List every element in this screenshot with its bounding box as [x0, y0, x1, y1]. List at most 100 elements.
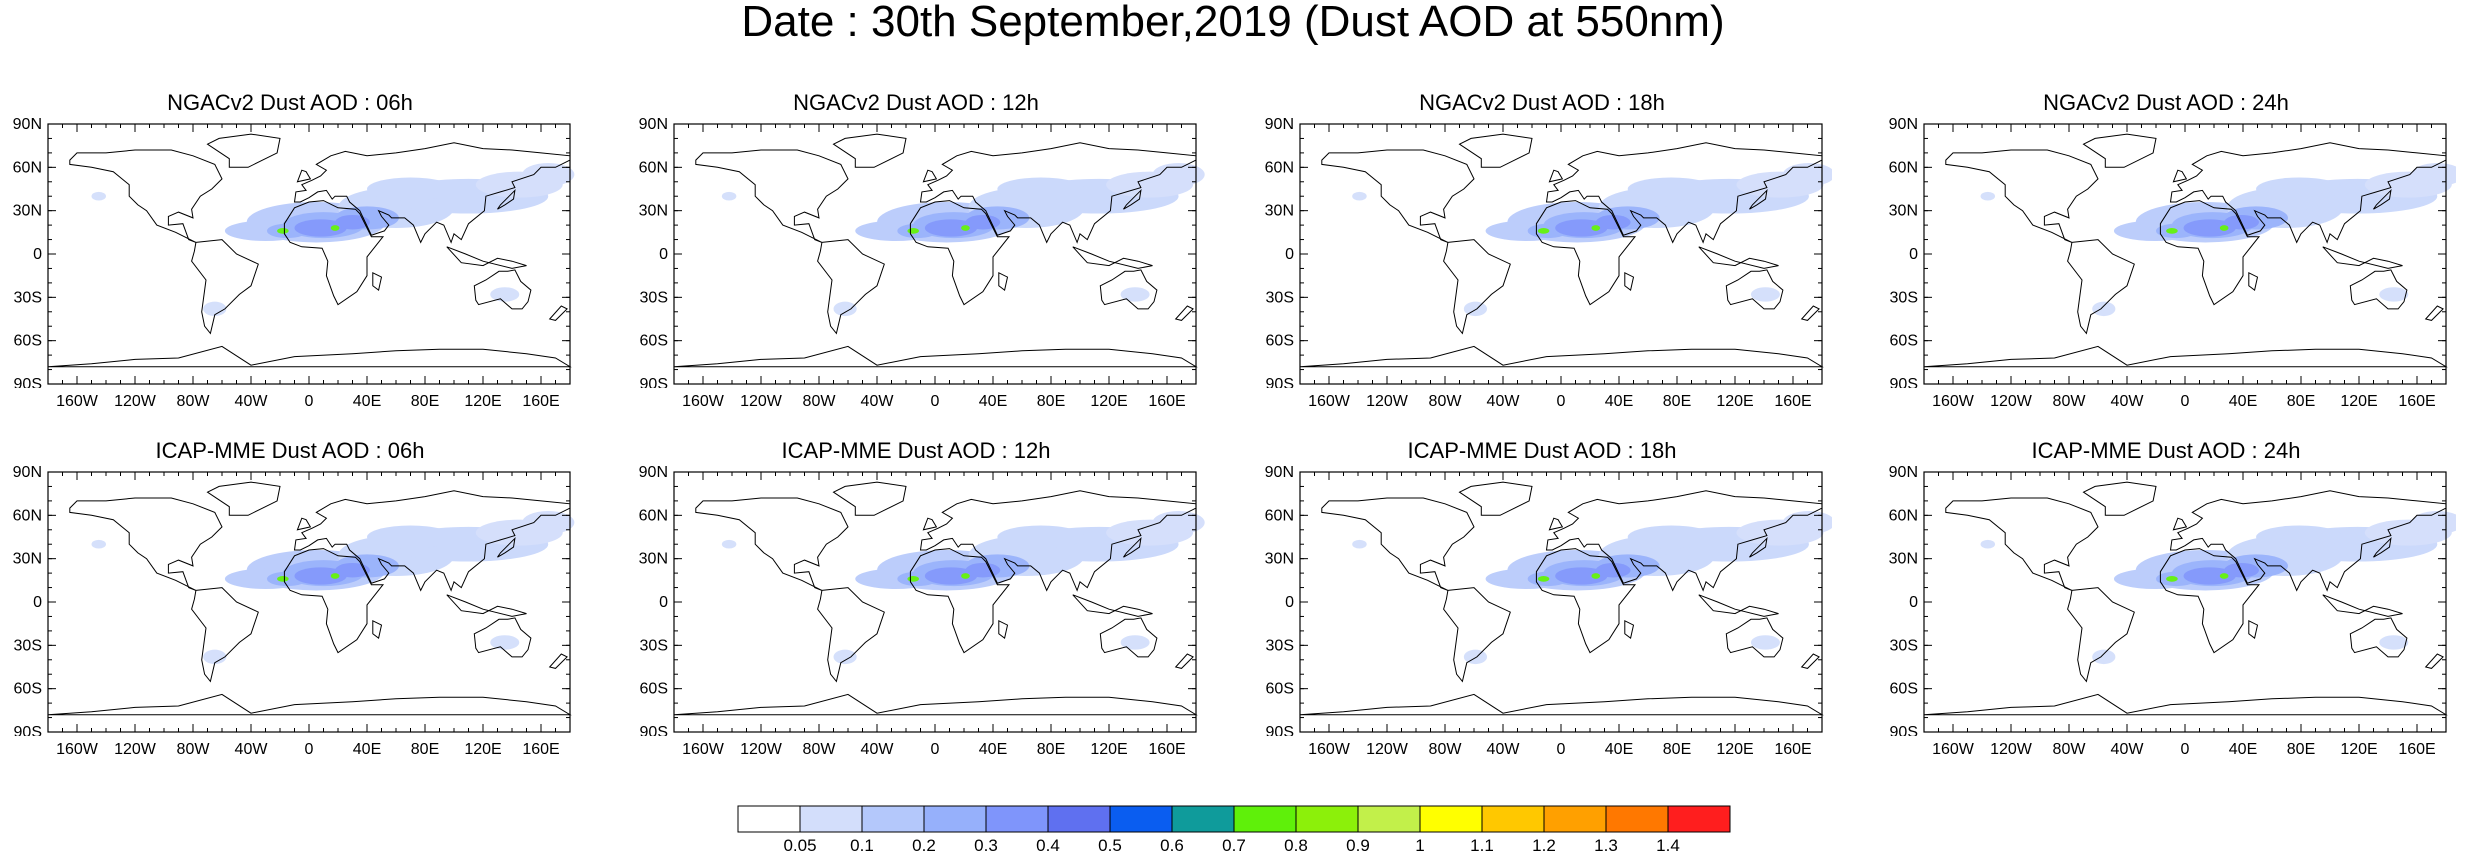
aod-contour	[1627, 525, 1715, 549]
lon-tick-label: 40W	[861, 393, 895, 410]
coastline	[47, 693, 572, 716]
lon-tick-label: 40W	[2111, 741, 2145, 758]
coastline	[1299, 693, 1824, 716]
lon-tick-label: 160E	[522, 393, 559, 410]
colorbar-box	[1047, 805, 1111, 833]
aod-contour	[721, 539, 737, 549]
coastline	[2067, 239, 2135, 335]
colorbar-label: 0.1	[850, 836, 874, 855]
coastline	[695, 149, 849, 243]
lat-tick-label: 30S	[640, 637, 668, 654]
lon-tick-label: 40W	[2111, 393, 2145, 410]
coastline	[2373, 188, 2392, 210]
coastline	[2159, 548, 2261, 654]
coastline	[2169, 490, 2447, 592]
dust-aod-field	[721, 163, 1205, 317]
coastline	[1698, 246, 1779, 269]
coastline	[2373, 536, 2392, 558]
coastline	[191, 587, 259, 683]
lon-tick-label: 120E	[1090, 741, 1127, 758]
lon-tick-label: 40W	[861, 741, 895, 758]
aod-contour	[1980, 191, 1996, 201]
map-background	[674, 124, 1196, 384]
lon-tick-label: 120W	[1990, 741, 2033, 758]
lon-axis: 160W 120W 80W 40W 0 40E 80E 120E 160E	[1932, 741, 2436, 758]
lon-tick-label: 40E	[353, 741, 381, 758]
colorbar-box	[1481, 805, 1545, 833]
coastline	[372, 619, 383, 639]
aod-contour	[1555, 219, 1608, 237]
map-background	[1924, 124, 2446, 384]
coastline	[1945, 149, 2099, 243]
aod-contour	[203, 301, 227, 317]
colorbar-label: 0.5	[1098, 836, 1122, 855]
lat-tick-label: 30N	[1889, 203, 1918, 220]
lon-tick-label: 160W	[1308, 741, 1351, 758]
aod-contour	[2379, 287, 2409, 302]
lon-tick-label: 80W	[2053, 393, 2087, 410]
aod-contour	[2256, 525, 2344, 549]
coastline	[497, 188, 516, 210]
aod-contour	[2183, 567, 2236, 585]
coastline	[832, 481, 907, 516]
lat-tick-label: 90S	[640, 724, 668, 736]
lon-tick-label: 80W	[2053, 741, 2087, 758]
lon-axis: 160W 120W 80W 40W 0 40E 80E 120E 160E	[1308, 741, 1812, 758]
lon-tick-label: 120E	[464, 741, 501, 758]
colorbar-label: 1.2	[1532, 836, 1556, 855]
lat-tick-label: 60N	[1265, 507, 1294, 524]
coastline	[548, 653, 568, 669]
colorbar-label: 0.2	[912, 836, 936, 855]
coastline	[1458, 481, 1533, 516]
coastline	[1800, 305, 1820, 321]
coastline	[2248, 271, 2259, 291]
lat-tick-label: 60N	[1889, 507, 1918, 524]
colorbar-label: 1.1	[1470, 836, 1494, 855]
aod-contour	[2092, 649, 2116, 665]
coastline	[2082, 481, 2157, 516]
lon-axis: 160W 120W 80W 40W 0 40E 80E 120E 160E	[1308, 393, 1812, 410]
colorbar-box	[1419, 805, 1483, 833]
panel-title: NGACv2 Dust AOD : 06h	[167, 90, 413, 115]
lon-tick-label: 160W	[1932, 741, 1975, 758]
aod-contour	[1782, 511, 1832, 535]
lon-tick-label: 120W	[740, 393, 783, 410]
map-background	[1300, 124, 1822, 384]
lat-tick-label: 90N	[1889, 466, 1918, 481]
coastline	[673, 693, 1198, 716]
coastline	[372, 271, 383, 291]
lon-tick-label: 160W	[682, 741, 725, 758]
aod-contour	[1782, 163, 1832, 187]
lat-tick-label: 60S	[1890, 333, 1918, 350]
coastline	[1458, 133, 1533, 168]
lat-tick-label: 90S	[14, 724, 42, 736]
map-background	[48, 472, 570, 732]
lat-tick-label: 90N	[1265, 466, 1294, 481]
coastline	[69, 149, 223, 243]
aod-contour	[965, 563, 1001, 578]
lon-tick-label: 80E	[1037, 393, 1065, 410]
coastline	[293, 490, 571, 592]
coastline	[1923, 345, 2448, 368]
colorbar-label: 0.8	[1284, 836, 1308, 855]
map-panel: ICAP-MME Dust AOD : 18h 90N 60N 30N 0 30S 60S 9…	[1252, 438, 1832, 758]
lon-tick-label: 120E	[2340, 741, 2377, 758]
colorbar-box	[737, 805, 801, 833]
lat-tick-label: 30S	[14, 289, 42, 306]
coastline	[1945, 497, 2099, 591]
map-panel: NGACv2 Dust AOD : 12h 90N 60N 30N 0 30S 60S 90S…	[626, 90, 1206, 410]
lon-tick-label: 0	[305, 741, 314, 758]
aod-contour	[277, 228, 289, 234]
coastline	[909, 548, 1011, 654]
lon-axis: 160W 120W 80W 40W 0 40E 80E 120E 160E	[1932, 393, 2436, 410]
map-panel: NGACv2 Dust AOD : 24h 90N 60N 30N 0 30S 60S 90S…	[1876, 90, 2456, 410]
lat-tick-label: 30N	[639, 203, 668, 220]
colorbar-label: 0.9	[1346, 836, 1370, 855]
aod-contour	[1595, 215, 1631, 230]
coastline	[1123, 536, 1142, 558]
aod-contour	[294, 219, 347, 237]
coastline	[1624, 619, 1635, 639]
lat-tick-label: 90S	[1890, 724, 1918, 736]
aod-contour	[490, 287, 520, 302]
coastline	[497, 536, 516, 558]
